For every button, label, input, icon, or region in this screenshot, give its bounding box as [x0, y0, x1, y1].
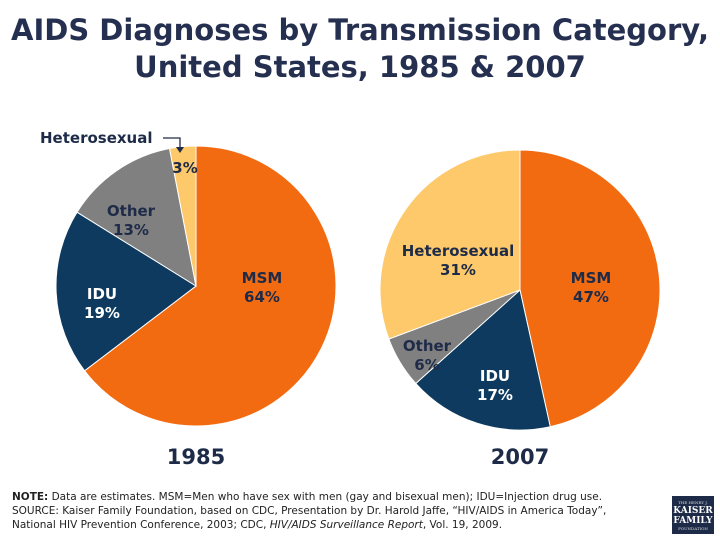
slice-heterosexual-2007: [379, 149, 521, 340]
value-msm-2007: 47%: [573, 288, 609, 306]
value-idu-1985: 19%: [84, 304, 120, 322]
label-idu-2007: IDU: [480, 367, 510, 385]
year-label-2007: 2007: [491, 445, 549, 469]
logo-line-1: THE HENRY J.: [678, 500, 708, 505]
logo-line-4: FOUNDATION: [678, 526, 708, 531]
label-msm-1985: MSM: [242, 269, 283, 287]
logo-line-2: KAISER: [673, 506, 713, 516]
label-msm-2007: MSM: [571, 269, 612, 287]
title-line-1: AIDS Diagnoses by Transmission Category,: [11, 13, 709, 47]
note-line: NOTE: Data are estimates. MSM=Men who ha…: [12, 490, 662, 504]
slice-idu-1985: [55, 211, 197, 372]
source-line-2b: , Vol. 19, 2009.: [422, 519, 503, 531]
slice-msm-1985: [83, 145, 337, 427]
note-label: NOTE:: [12, 491, 49, 503]
year-label-1985: 1985: [167, 445, 225, 469]
source-line-1: SOURCE: Kaiser Family Foundation, based …: [12, 505, 607, 517]
source-line-2a: National HIV Prevention Conference, 2003…: [12, 519, 270, 531]
value-msm-1985: 64%: [244, 288, 280, 306]
label-heterosexual-2007: Heterosexual: [402, 242, 515, 260]
source-line-2-italic: HIV/AIDS Surveillance Report: [269, 519, 423, 531]
label-heterosexual-1985: Heterosexual: [40, 129, 153, 147]
label-idu-1985: IDU: [87, 285, 117, 303]
callout-arrow-1985: [176, 147, 184, 153]
callout-line-1985: [163, 137, 181, 150]
footnotes: NOTE: Data are estimates. MSM=Men who ha…: [12, 490, 662, 532]
value-other-2007: 6%: [414, 356, 439, 374]
value-heterosexual-2007: 31%: [440, 261, 476, 279]
slice-other-1985: [76, 147, 197, 288]
label-other-1985: Other: [107, 202, 156, 220]
chart-title: AIDS Diagnoses by Transmission Category,…: [0, 12, 720, 86]
note-text: Data are estimates. MSM=Men who have sex…: [48, 491, 603, 503]
source-line-2: National HIV Prevention Conference, 2003…: [12, 518, 662, 532]
title-line-2: United States, 1985 & 2007: [134, 50, 586, 84]
kff-logo: THE HENRY J. KAISER FAMILY FOUNDATION: [672, 496, 714, 534]
value-idu-2007: 17%: [477, 386, 513, 404]
logo-line-3: FAMILY: [673, 516, 713, 526]
slice-msm-2007: [519, 149, 661, 428]
slice-heterosexual-1985: [168, 145, 197, 287]
label-other-2007: Other: [403, 337, 452, 355]
slice-idu-2007: [415, 289, 551, 431]
value-heterosexual-1985: 3%: [172, 159, 197, 177]
value-other-1985: 13%: [113, 221, 149, 239]
